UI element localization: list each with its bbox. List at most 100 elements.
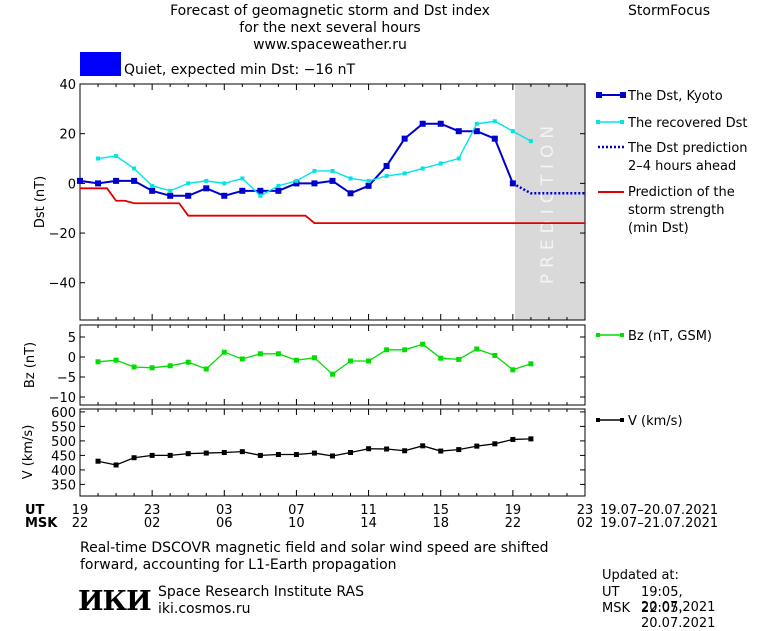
source-url: www.spaceweather.ru xyxy=(253,37,407,53)
bz-data-point xyxy=(113,357,119,363)
bz-y-axis-label: Bz (nT) xyxy=(23,342,38,388)
msk-date-range: 19.07–21.07.2021 xyxy=(600,516,718,531)
dst-y-tick-label: 0 xyxy=(68,177,76,192)
propagation-note-line-1: Real-time DSCOVR magnetic field and sola… xyxy=(80,540,549,556)
legend-storm-strength: Prediction of the storm strength (min Ds… xyxy=(598,185,735,236)
prediction-band xyxy=(515,84,585,320)
ut-tick-label: 11 xyxy=(360,503,377,518)
dst-data-point xyxy=(149,187,156,194)
bz-plot-frame xyxy=(79,324,586,406)
bz-data-point xyxy=(293,357,299,363)
legend-recovered-label: The recovered Dst xyxy=(627,116,747,131)
legend-bz: Bz (nT, GSM) xyxy=(596,329,712,344)
dst-data-point xyxy=(420,166,425,171)
dst-y-tick-label: −20 xyxy=(49,227,76,242)
v-data-point xyxy=(167,452,173,458)
time-axis: UT MSK 19222302030607101114151819222302 … xyxy=(25,503,718,531)
legend-prediction: The Dst prediction 2–4 hours ahead xyxy=(598,141,748,174)
bz-data-point xyxy=(167,363,173,369)
dst-data-point xyxy=(185,192,192,199)
dst-panel: PREDICTION 40 20 0 −20 −40 Dst (nT) xyxy=(33,78,586,321)
dst-data-point xyxy=(311,180,318,187)
bz-data-point xyxy=(510,367,516,373)
dst-data-point xyxy=(438,161,443,166)
v-data-point xyxy=(348,450,354,455)
brand-name: StormFocus xyxy=(628,3,711,19)
bz-data-point xyxy=(438,355,444,361)
legend-storm-label-2: storm strength xyxy=(628,203,725,218)
v-data-point xyxy=(384,446,390,452)
bz-data-point xyxy=(203,366,209,372)
bz-y-tick-label: 0 xyxy=(68,351,76,366)
msk-tick-label: 22 xyxy=(72,516,89,531)
dst-data-point xyxy=(365,182,372,189)
bz-y-tick-label: −10 xyxy=(49,391,76,406)
dst-series-group xyxy=(77,119,585,225)
dst-data-point xyxy=(203,185,210,192)
dst-data-point xyxy=(384,173,389,178)
v-y-axis-label: V (km/s) xyxy=(21,425,36,480)
v-data-point xyxy=(113,462,119,468)
bz-data-point xyxy=(474,346,480,352)
dst-data-point xyxy=(114,154,119,159)
dst-data-point xyxy=(528,139,533,144)
dst-data-point xyxy=(239,187,246,194)
dst-data-point xyxy=(113,177,120,184)
dst-data-point xyxy=(294,178,299,183)
dst-data-point xyxy=(347,190,354,197)
ut-tick-label: 23 xyxy=(144,503,161,518)
dst-y-tick-label: 20 xyxy=(59,128,76,143)
status-swatch xyxy=(80,52,121,76)
updated-ut-time: 19:05, 20.07.2021 xyxy=(641,585,716,615)
bz-y-tick-label: 5 xyxy=(68,331,76,346)
v-y-tick-label: 550 xyxy=(51,420,76,435)
v-data-point xyxy=(438,448,444,454)
ut-tick-label: 03 xyxy=(216,503,233,518)
v-data-point xyxy=(456,447,462,453)
chart-title-line-2: for the next several hours xyxy=(239,20,421,36)
dst-y-axis: 40 20 0 −20 −40 xyxy=(49,78,585,292)
bz-series-group xyxy=(95,341,534,377)
dst-data-point xyxy=(96,156,101,161)
prediction-label: PREDICTION xyxy=(538,120,558,284)
bz-data-point xyxy=(492,352,498,358)
dst-data-point xyxy=(77,177,83,184)
bz-data-point xyxy=(366,358,372,364)
dst-data-point xyxy=(473,128,480,135)
v-data-point xyxy=(257,452,263,458)
v-data-point xyxy=(330,453,335,459)
bz-data-point xyxy=(528,361,534,367)
bz-data-point xyxy=(384,347,390,353)
legend-prediction-label-1: The Dst prediction xyxy=(627,141,748,156)
dst-data-point xyxy=(383,162,390,169)
dst-data-point xyxy=(293,180,300,187)
dst-data-point xyxy=(492,119,497,124)
v-data-point xyxy=(149,452,155,458)
dst-y-tick-label: −40 xyxy=(49,277,76,292)
dst-data-point xyxy=(132,166,137,171)
v-data-point xyxy=(239,449,245,455)
updated-label: Updated at: xyxy=(602,568,679,583)
bz-y-axis: 5 0 −5 −10 xyxy=(49,331,585,406)
dst-data-point xyxy=(491,135,498,142)
v-data-point xyxy=(131,455,137,461)
legend-dst-kyoto-label: The Dst, Kyoto xyxy=(627,89,723,104)
updated-msk-time: 22:05, 20.07.2021 xyxy=(641,601,716,631)
legend-v-label: V (km/s) xyxy=(628,414,683,429)
v-data-point xyxy=(420,443,426,449)
bz-data-point xyxy=(311,355,317,361)
chart-title-line-1: Forecast of geomagnetic storm and Dst in… xyxy=(170,3,490,19)
legend-recovered: The recovered Dst xyxy=(596,116,747,131)
dst-y-tick-label: 40 xyxy=(59,78,76,93)
legend-storm-label-1: Prediction of the xyxy=(628,185,735,200)
v-y-tick-label: 600 xyxy=(51,406,76,421)
v-data-point xyxy=(275,452,281,458)
ut-tick-label: 23 xyxy=(577,503,594,518)
dst-y-axis-label: Dst (nT) xyxy=(33,176,48,228)
dst-data-point xyxy=(455,128,462,135)
bz-data-point xyxy=(257,351,263,357)
dst-data-point xyxy=(330,168,335,173)
v-data-point xyxy=(492,441,498,447)
bz-data-point xyxy=(330,371,335,377)
